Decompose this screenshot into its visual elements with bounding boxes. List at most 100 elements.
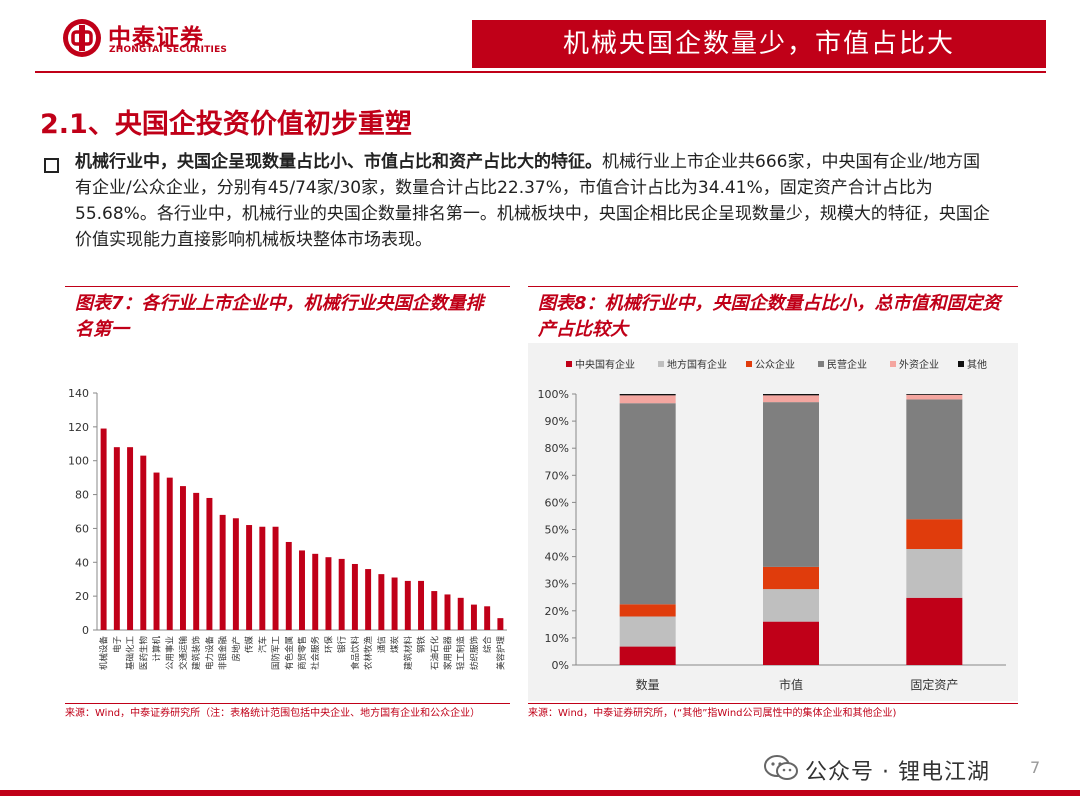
fig7-bar-15 [299,550,305,630]
fig8-legend-label-2: 公众企业 [755,358,795,371]
fig7-y-tick-label-4: 80 [75,489,89,502]
fig7-bar-2 [127,447,134,630]
fig7-bar-29 [484,606,491,630]
fig7-x-label-8: 电力设备 [204,636,215,671]
fig7-y-tick-label-6: 120 [68,421,89,434]
fig7-bar-22 [391,577,398,630]
fig8-segment-1-2 [763,566,819,590]
fig8-segment-2-2 [906,519,963,550]
page-number: 7 [1030,758,1041,777]
fig8-legend-swatch-5 [958,361,964,367]
fig8-x-label-2: 固定资产 [910,677,958,692]
fig7-bar-20 [365,569,372,630]
fig7-bottom-rule [65,703,510,704]
fig7-x-label-18: 银行 [337,636,348,654]
fig8-segment-0-1 [619,616,676,647]
fig8-segment-0-0 [619,646,676,665]
watermark-text: 公众号 · 锂电江湖 [805,760,990,785]
header-title: 机械央国企数量少，市值占比大 [472,20,1046,68]
fig7-bar-11 [246,525,253,630]
fig7-x-label-9: 非银金融 [218,636,229,671]
fig8-y-tick-label-9: 90% [545,415,569,428]
fig7-y-tick-label-2: 40 [75,556,89,569]
fig8-y-tick-label-3: 30% [545,578,569,591]
wechat-icon [764,755,798,780]
fig8-segment-2-0 [906,597,963,665]
fig7-x-label-13: 国防军工 [271,636,282,671]
fig7-source: 来源：Wind，中泰证券研究所（注：表格统计范围包括中央企业、地方国有企业和公众… [65,708,481,719]
fig7-bar-7 [193,492,200,630]
fig8-legend-swatch-2 [746,361,752,367]
fig7-x-label-24: 钢铁 [416,636,427,654]
fig8-legend-swatch-3 [818,361,824,367]
fig7-bar-5 [166,477,173,630]
bullet-square-icon [44,158,59,173]
header-divider [35,71,1046,73]
fig8-y-tick-label-0: 0% [552,659,569,672]
fig8-x-label-1: 市值 [779,677,803,692]
section-title: 2.1、央国企投资价值初步重塑 [40,109,412,140]
fig7-bar-25 [431,591,438,630]
fig8-segment-2-1 [906,549,963,598]
fig8-segment-0-4 [619,395,676,404]
fig8-segment-1-0 [763,621,819,665]
fig7-x-label-0: 机械设备 [99,636,110,671]
fig8-y-tick-label-5: 50% [545,524,569,537]
fig7-x-label-30: 美容护理 [495,636,506,671]
fig8-y-tick-label-2: 20% [545,605,569,618]
fig8-y-tick-label-7: 70% [545,469,569,482]
fig7-y-tick-label-1: 20 [75,590,89,603]
fig7-x-label-19: 食品饮料 [350,636,361,671]
fig7-bar-4 [153,472,160,630]
fig8-source: 来源：Wind，中泰证券研究所，(“其他”指Wind公司属性中的集体企业和其他企… [528,708,897,719]
fig7-bar-18 [338,558,345,630]
fig8-bottom-rule [528,703,1018,704]
fig7-x-label-5: 公用事业 [165,636,176,670]
fig7-bar-24 [418,580,425,630]
fig8-segment-0-5 [619,394,676,396]
fig8-legend-label-0: 中央国有企业 [575,358,635,371]
fig7-bar-30 [497,618,504,630]
brand-name-cn: 中泰证券 [108,25,204,51]
fig7-x-label-11: 传媒 [244,636,255,654]
fig8-segment-1-4 [763,395,819,403]
fig7-y-tick-label-0: 0 [82,624,89,637]
fig7-bar-chart: 0 20 40 60 80 100 120 140 机械设备 电子 基础化工 医药生物 计算机 公用事业交… [68,387,507,671]
fig8-segment-2-3 [906,399,963,520]
watermark: 公众号 · 锂电江湖 [763,754,1063,785]
fig7-x-label-23: 建筑材料 [403,636,414,671]
fig7-bar-21 [378,574,385,630]
fig7-bar-9 [219,514,226,630]
fig7-bar-3 [140,455,147,630]
fig7-bar-8 [206,497,213,630]
fig8-y-tick-label-10: 100% [538,388,569,401]
fig7-y-tick-label-5: 100 [68,455,89,468]
body-paragraph: 机械行业中，央国企呈现数量占比小、市值占比和资产占比大的特征。机械行业上市企业共… [75,149,990,253]
fig7-bar-0 [100,428,107,630]
fig7-bar-19 [351,563,358,630]
fig8-y-tick-label-8: 80% [545,442,569,455]
fig7-x-label-3: 医药生物 [138,636,149,671]
fig8-y-tick-label-1: 10% [545,632,569,645]
fig7-x-label-10: 房地产 [231,636,242,662]
brand-name-en: ZHONGTAI SECURITIES [109,45,228,55]
fig7-x-label-16: 社会服务 [310,636,321,671]
fig8-legend-label-1: 地方国有企业 [667,358,727,371]
fig8-legend-swatch-4 [890,361,896,367]
fig7-x-label-6: 交通运输 [178,636,189,671]
fig8-segment-0-2 [619,604,676,617]
fig8-legend-swatch-1 [658,361,664,367]
fig7-x-label-15: 商贸零售 [297,636,308,670]
fig7-x-label-25: 石油石化 [429,636,440,671]
fig8-legend-label-5: 其他 [967,358,987,371]
brand-logo: 中泰证券 ZHONGTAI SECURITIES [62,14,262,64]
fig8-segment-2-5 [906,394,963,395]
fig7-x-label-4: 计算机 [152,636,163,662]
fig8-segment-1-5 [763,394,819,396]
fig8-segment-1-3 [763,402,819,567]
fig8-segment-2-4 [906,394,963,400]
fig7-y-tick-label-3: 60 [75,522,89,535]
fig8-legend-label-3: 民营企业 [827,358,867,371]
fig7-x-label-26: 家用电器 [442,636,453,671]
fig7-bar-17 [325,557,332,630]
